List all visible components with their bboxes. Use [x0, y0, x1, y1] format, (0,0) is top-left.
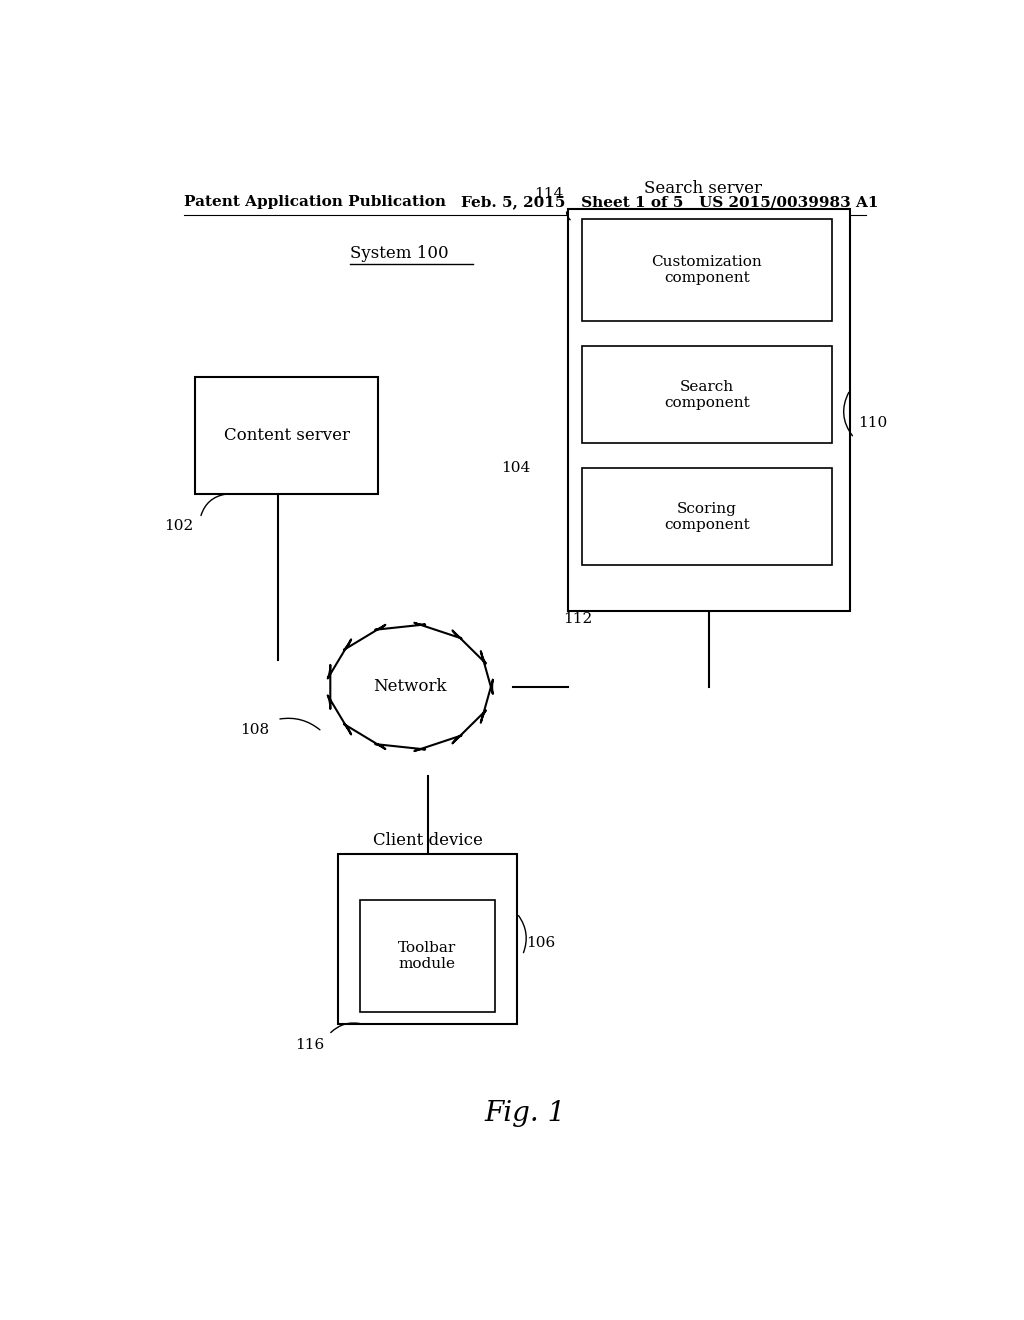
FancyBboxPatch shape — [582, 346, 831, 444]
FancyBboxPatch shape — [338, 854, 517, 1024]
FancyBboxPatch shape — [582, 469, 831, 565]
Text: Toolbar
module: Toolbar module — [398, 941, 457, 972]
FancyBboxPatch shape — [568, 209, 850, 611]
Text: 110: 110 — [858, 416, 888, 430]
FancyBboxPatch shape — [196, 378, 378, 494]
FancyBboxPatch shape — [359, 900, 495, 1012]
Text: 102: 102 — [165, 519, 194, 533]
Text: System 100: System 100 — [350, 246, 449, 263]
Text: Search
component: Search component — [664, 380, 750, 409]
Text: Patent Application Publication: Patent Application Publication — [183, 195, 445, 209]
Text: 106: 106 — [526, 936, 556, 950]
Text: Content server: Content server — [223, 426, 350, 444]
Text: Search server: Search server — [644, 180, 762, 197]
FancyBboxPatch shape — [582, 219, 831, 321]
Text: Scoring
component: Scoring component — [664, 502, 750, 532]
Polygon shape — [328, 623, 493, 751]
Text: Client device: Client device — [373, 832, 482, 849]
Text: 104: 104 — [501, 462, 530, 475]
Text: 108: 108 — [241, 722, 269, 737]
Text: 116: 116 — [296, 1038, 325, 1052]
Text: Customization
component: Customization component — [651, 255, 762, 285]
Text: Fig. 1: Fig. 1 — [484, 1101, 565, 1127]
Text: Feb. 5, 2015   Sheet 1 of 5: Feb. 5, 2015 Sheet 1 of 5 — [461, 195, 684, 209]
Text: 114: 114 — [534, 187, 563, 201]
Text: Network: Network — [373, 678, 446, 696]
Text: 112: 112 — [563, 612, 592, 626]
Text: US 2015/0039983 A1: US 2015/0039983 A1 — [699, 195, 879, 209]
